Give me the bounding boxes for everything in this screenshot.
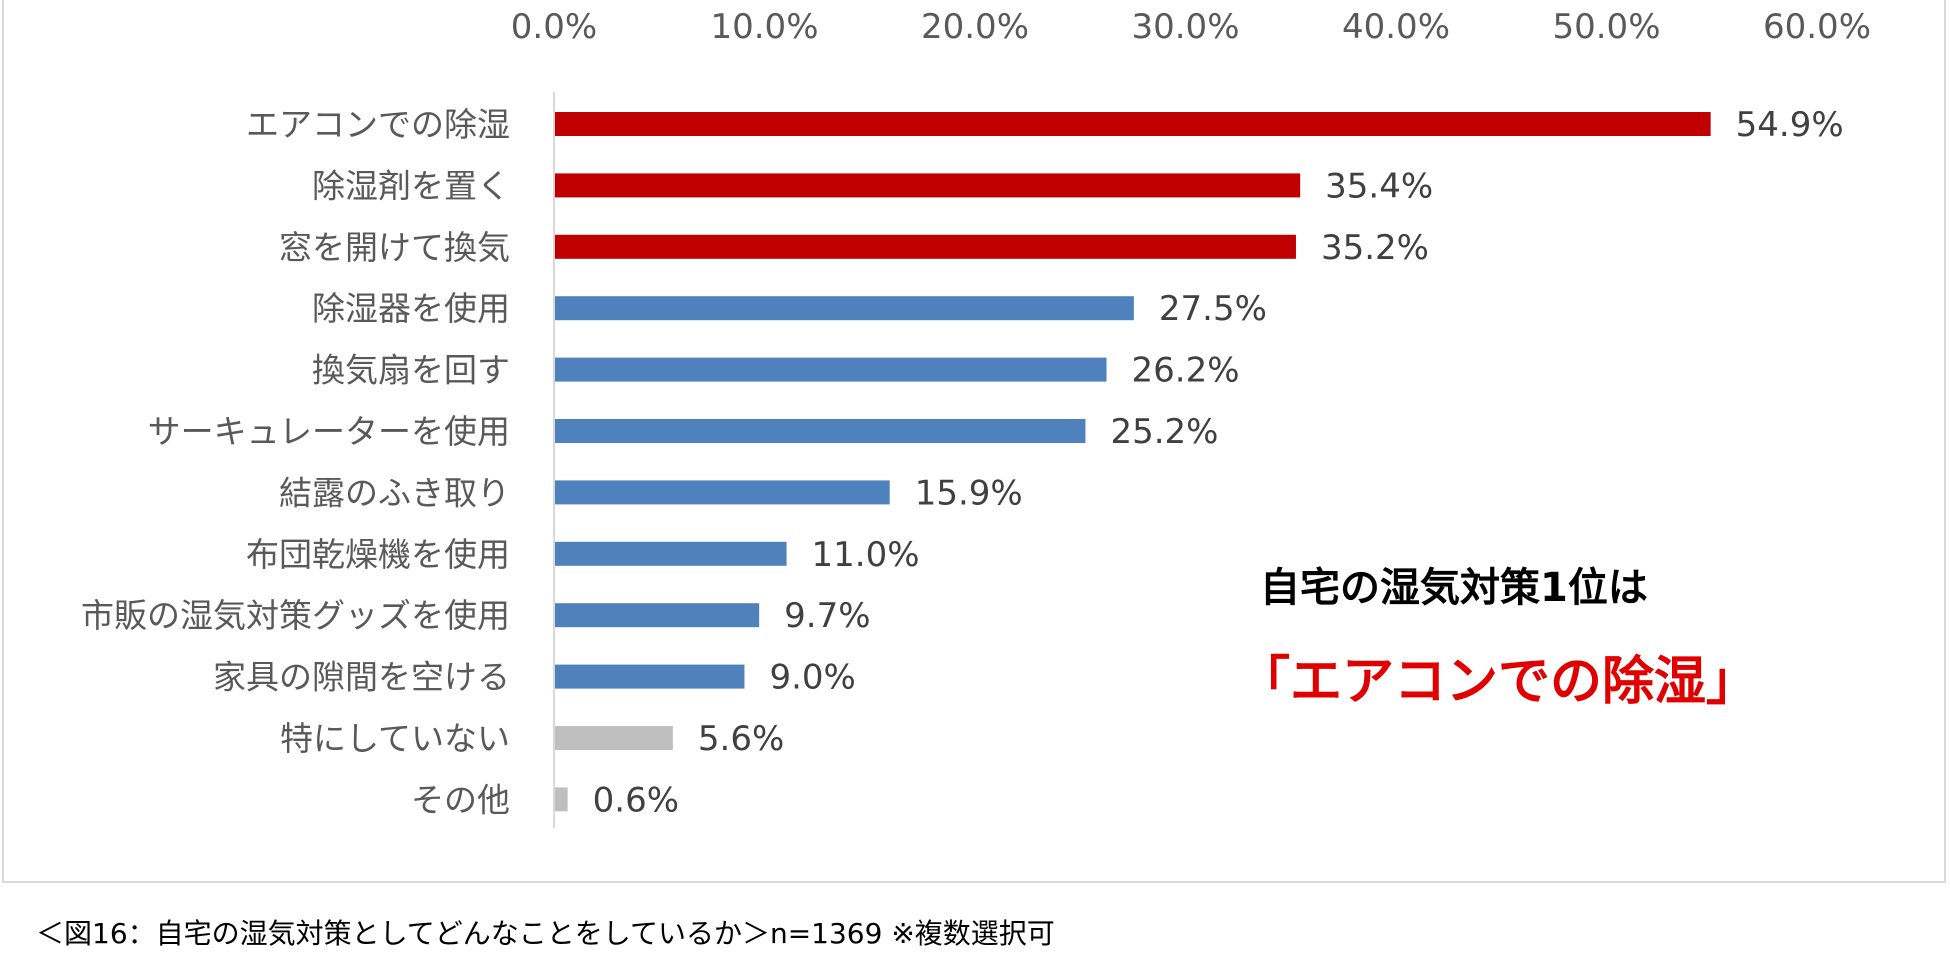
category-label: 特にしていない xyxy=(280,719,510,758)
x-tick-label: 10.0% xyxy=(710,7,818,47)
category-label: 換気扇を回す xyxy=(312,351,510,390)
category-label: 除湿剤を置く xyxy=(312,166,510,205)
chart-frame xyxy=(2,0,1946,883)
callout-headline: 自宅の湿気対策1位は xyxy=(1260,565,1648,611)
x-tick-label: 20.0% xyxy=(921,7,1029,47)
bar xyxy=(555,664,745,689)
data-label: 35.2% xyxy=(1321,228,1429,268)
x-tick-label: 50.0% xyxy=(1552,7,1660,47)
x-tick-label: 60.0% xyxy=(1763,7,1871,47)
data-label: 35.4% xyxy=(1325,166,1433,206)
bar xyxy=(555,541,787,566)
bar xyxy=(555,419,1086,443)
data-label: 25.2% xyxy=(1110,412,1218,452)
figure-caption: ＜図16：自宅の湿気対策としてどんなことをしているか＞n=1369 ※複数選択可 xyxy=(36,917,1055,950)
category-label: エアコンでの除湿 xyxy=(246,105,510,144)
data-label: 11.0% xyxy=(812,535,920,575)
category-label: 家具の隙間を空ける xyxy=(213,658,510,697)
category-label: 窓を開けて換気 xyxy=(279,228,510,267)
category-label: サーキュレーターを使用 xyxy=(148,412,510,451)
bar-chart: 0.0% 10.0% 20.0% 30.0% 40.0% 50.0% 60.0% エアコンでの… xyxy=(81,7,1871,828)
bar xyxy=(555,603,760,628)
bar xyxy=(555,787,568,812)
bar xyxy=(555,296,1134,321)
data-label: 0.6% xyxy=(593,780,679,820)
data-label: 54.9% xyxy=(1736,105,1844,145)
category-label: 除湿器を使用 xyxy=(312,289,510,328)
bar xyxy=(555,726,673,750)
callout-highlight: 「エアコンでの除湿」 xyxy=(1238,652,1759,712)
data-label: 9.7% xyxy=(784,596,870,636)
x-tick-label: 0.0% xyxy=(511,7,597,47)
data-label: 15.9% xyxy=(915,473,1023,513)
callout-box: 自宅の湿気対策1位は 「エアコンでの除湿」 xyxy=(1238,555,1860,714)
bar xyxy=(555,173,1301,198)
x-tick-label: 40.0% xyxy=(1342,7,1450,47)
bar xyxy=(555,480,890,505)
data-label: 5.6% xyxy=(698,719,784,759)
x-tick-label: 30.0% xyxy=(1131,7,1239,47)
data-label: 9.0% xyxy=(769,658,855,698)
bar xyxy=(555,112,1711,136)
category-label: その他 xyxy=(411,780,510,819)
bar xyxy=(555,357,1107,382)
data-label: 26.2% xyxy=(1132,351,1240,391)
category-label: 市販の湿気対策グッズを使用 xyxy=(81,596,510,635)
bar xyxy=(555,234,1296,259)
category-label: 布団乾燥機を使用 xyxy=(246,535,510,574)
data-label: 27.5% xyxy=(1159,289,1267,329)
category-label: 結露のふき取り xyxy=(279,473,510,512)
